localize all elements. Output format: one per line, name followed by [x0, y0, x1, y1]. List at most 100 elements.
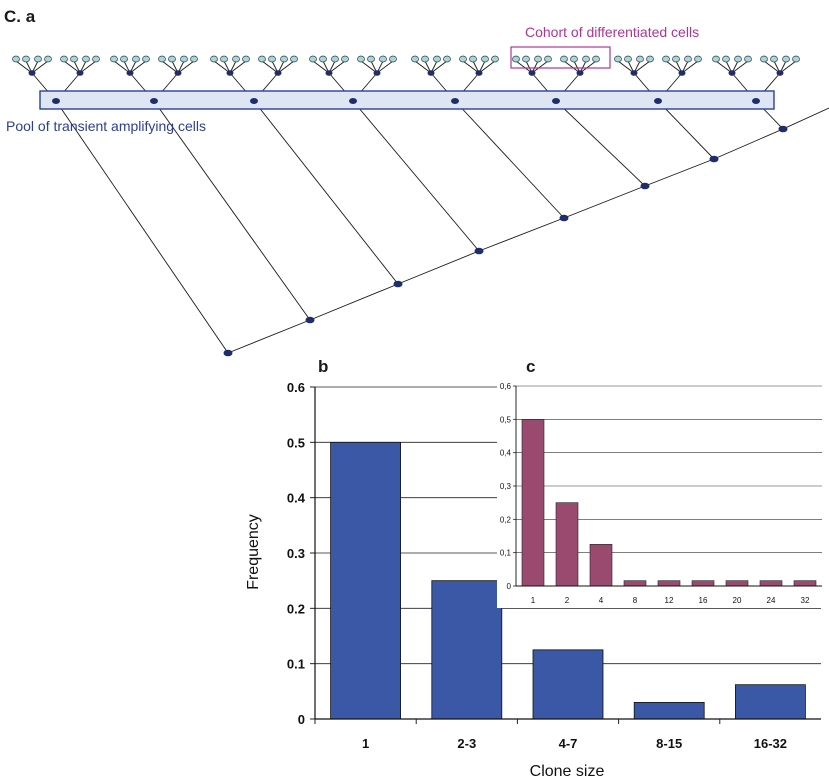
differentiated-cell	[614, 55, 622, 63]
stem-cell-node	[126, 70, 134, 76]
stem-cell-node	[325, 70, 333, 76]
ytick-label: 0,5	[500, 415, 512, 424]
lineage-edge	[277, 60, 295, 74]
differentiated-cell	[331, 55, 339, 63]
differentiated-cell	[646, 55, 654, 63]
xtick-label: 12	[665, 596, 674, 605]
lineage-edge	[161, 60, 179, 74]
xtick-label: 16-32	[754, 736, 787, 751]
differentiated-cell	[421, 55, 429, 63]
chart-c-bar	[623, 580, 647, 587]
stem-cell-node	[709, 155, 719, 163]
stem-cell-node	[150, 98, 158, 104]
differentiated-cell	[760, 55, 768, 63]
differentiated-cell	[190, 55, 198, 63]
differentiated-cell	[60, 55, 68, 63]
lineage-edge	[454, 100, 565, 219]
differentiated-cell	[734, 55, 742, 63]
stem-cell-node	[640, 182, 650, 190]
differentiated-cell	[220, 55, 228, 63]
differentiated-cell	[534, 55, 542, 63]
lineage-edge	[253, 100, 399, 285]
differentiated-cell	[110, 55, 118, 63]
differentiated-cell	[379, 55, 387, 63]
chart-c-bar	[691, 580, 715, 587]
lineage-edge	[328, 60, 346, 74]
lineage-diagram: Cohort of differentiated cells Pool of t…	[6, 24, 829, 357]
differentiated-cell	[411, 55, 419, 63]
panel-label-c: c	[526, 357, 535, 376]
lineage-edge	[563, 185, 646, 219]
lineage-edge	[555, 100, 646, 187]
xtick-label: 1	[531, 596, 536, 605]
lineage-edge	[563, 60, 581, 74]
differentiated-cell	[770, 55, 778, 63]
differentiated-cell	[82, 55, 90, 63]
lineage-edge	[376, 60, 394, 74]
transient-pool-box	[39, 90, 775, 110]
differentiated-cell	[120, 55, 128, 63]
ytick-label: 0,1	[500, 549, 512, 558]
chart-b-bar	[633, 702, 705, 720]
stem-cell-node	[223, 349, 233, 357]
chart-b-ylabel: Frequency	[245, 514, 262, 590]
chart-b-bar	[532, 649, 604, 720]
pool-label: Pool of transient amplifying cells	[6, 118, 206, 134]
chart-c-bar	[657, 580, 681, 587]
chart-b-xlabel: Clone size	[530, 763, 605, 780]
differentiated-cell	[433, 55, 441, 63]
lineage-edge	[55, 100, 229, 354]
lineage-edge	[430, 60, 448, 74]
lineage-edge	[515, 60, 533, 74]
stem-cell-node	[28, 70, 36, 76]
stem-cell-node	[475, 70, 483, 76]
xtick-label: 1	[362, 736, 369, 751]
ytick-label: 0	[298, 712, 305, 727]
differentiated-cell	[592, 55, 600, 63]
lineage-edge	[782, 107, 829, 130]
differentiated-cell	[44, 55, 52, 63]
differentiated-cell	[459, 55, 467, 63]
chart-b: 0 0.1 0.2 0.3 0.4 0.5 0.6 1 2-3 4-7 8-15 16-32 Fre…	[245, 380, 821, 780]
chart-c-bar	[555, 502, 579, 587]
stem-cell-node	[776, 70, 784, 76]
differentiated-cell	[662, 55, 670, 63]
lineage-edge	[779, 60, 797, 74]
lineage-edge	[665, 60, 683, 74]
lineage-edge	[633, 60, 651, 74]
lineage-edges	[15, 60, 829, 354]
xtick-label: 20	[733, 596, 742, 605]
chart-b-bars	[330, 441, 806, 720]
stem-cell-node	[427, 70, 435, 76]
lineage-edge	[531, 60, 549, 74]
ytick-label: 0.1	[287, 657, 305, 672]
lineage-edge	[657, 100, 715, 160]
cohort-label: Cohort of differentiated cells	[525, 24, 699, 40]
differentiated-cell	[70, 55, 78, 63]
differentiated-cell	[512, 55, 520, 63]
stem-cell-node	[559, 214, 569, 222]
lineage-edge	[397, 250, 480, 285]
lineage-edge	[478, 217, 565, 252]
differentiated-cell	[481, 55, 489, 63]
stem-cell-node	[305, 316, 315, 324]
xtick-label: 32	[801, 596, 810, 605]
lineage-edge	[113, 60, 131, 74]
stem-cell-node	[552, 98, 560, 104]
chart-c-bar	[793, 580, 817, 587]
differentiated-cell	[290, 55, 298, 63]
chart-c-axes	[513, 385, 822, 587]
lineage-edge	[617, 60, 635, 74]
lineage-edge	[715, 60, 733, 74]
stem-cell-node	[752, 98, 760, 104]
lineage-edge	[579, 60, 597, 74]
differentiated-cell	[268, 55, 276, 63]
chart-b-bar	[431, 580, 503, 720]
stem-cell-node	[528, 70, 536, 76]
stem-cell-node	[451, 98, 459, 104]
lineage-edge	[713, 128, 784, 160]
lineage-edge	[312, 60, 330, 74]
panel-label-b: b	[318, 357, 328, 376]
ytick-label: 0.5	[287, 435, 305, 450]
differentiated-cell	[782, 55, 790, 63]
